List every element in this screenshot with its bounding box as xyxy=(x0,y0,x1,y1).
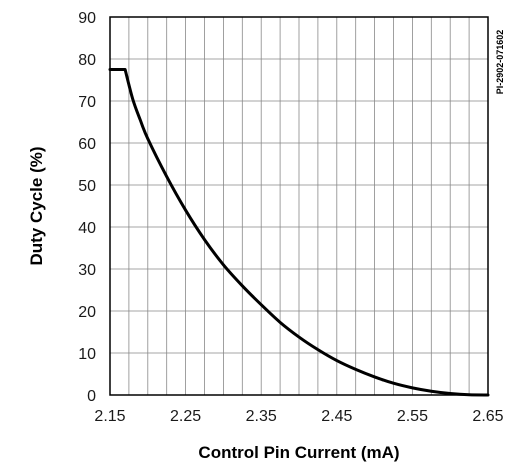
x-tick-label: 2.55 xyxy=(397,408,428,425)
y-tick-label: 20 xyxy=(78,304,96,321)
x-tick-label: 2.35 xyxy=(246,408,277,425)
figure-id-label: PI-2902-071602 xyxy=(495,30,505,95)
y-tick-label: 70 xyxy=(78,94,96,111)
y-axis-title: Duty Cycle (%) xyxy=(27,146,46,265)
y-tick-label: 60 xyxy=(78,136,96,153)
grid-lines xyxy=(110,17,488,395)
y-tick-label: 50 xyxy=(78,178,96,195)
y-tick-label: 30 xyxy=(78,262,96,279)
x-axis-title: Control Pin Current (mA) xyxy=(198,443,399,462)
x-tick-label: 2.25 xyxy=(170,408,201,425)
x-tick-labels: 2.15 2.25 2.35 2.45 2.55 2.65 xyxy=(94,408,503,425)
x-tick-label: 2.45 xyxy=(321,408,352,425)
x-tick-label: 2.15 xyxy=(94,408,125,425)
y-tick-labels: 0 10 20 30 40 50 60 70 80 90 xyxy=(78,10,96,405)
duty-cycle-curve xyxy=(108,68,490,397)
y-tick-label: 0 xyxy=(87,388,96,405)
series-layer xyxy=(108,68,490,397)
plot-frame xyxy=(109,16,489,396)
y-tick-label: 90 xyxy=(78,10,96,27)
y-tick-label: 40 xyxy=(78,220,96,237)
y-tick-label: 80 xyxy=(78,52,96,69)
y-tick-label: 10 xyxy=(78,346,96,363)
x-tick-label: 2.65 xyxy=(472,408,503,425)
